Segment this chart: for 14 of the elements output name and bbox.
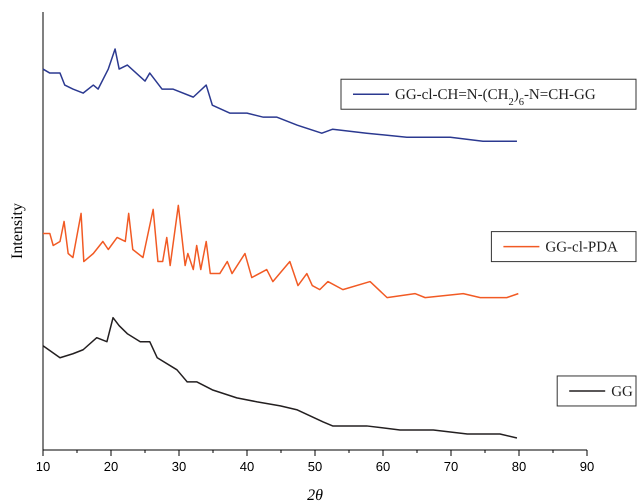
x-tick-label: 20 xyxy=(104,459,118,474)
legend-label: GG-cl-CH=N-(CH$_{2}$)$_{6}$-N=CH-GG xyxy=(395,87,596,108)
x-tick-label: 70 xyxy=(444,459,458,474)
x-tick-label: 60 xyxy=(376,459,390,474)
x-tick-label: 90 xyxy=(580,459,594,474)
legend-label: GG xyxy=(611,384,634,400)
x-tick-label: 10 xyxy=(36,459,50,474)
x-tick-label: 40 xyxy=(240,459,254,474)
legend-label: GG-cl-PDA xyxy=(545,240,618,256)
x-tick-label: 50 xyxy=(308,459,322,474)
y-axis-title: Intensity xyxy=(9,203,26,259)
x-axis-title: 2θ xyxy=(307,487,324,504)
x-tick-label: 80 xyxy=(512,459,526,474)
x-tick-label: 30 xyxy=(172,459,186,474)
